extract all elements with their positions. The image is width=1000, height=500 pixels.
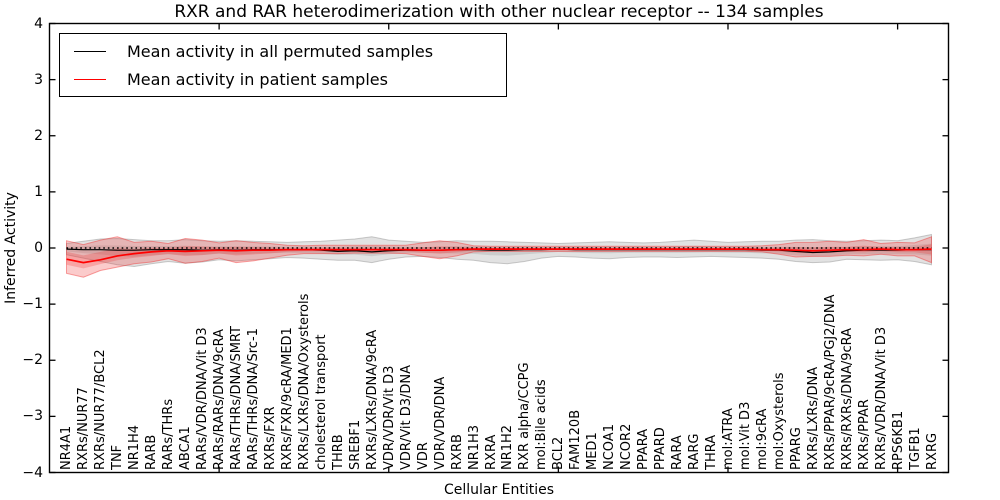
patient-band-outer	[66, 236, 932, 278]
legend: Mean activity in all permuted samples Me…	[59, 33, 507, 97]
patient-line-swatch	[74, 78, 106, 80]
x-tick-label: TNF	[110, 444, 126, 470]
y-tick-label: 3	[34, 71, 43, 88]
x-tick-label: NR1H2	[500, 424, 516, 470]
x-tick-label: RXRs/PPAR	[856, 399, 872, 470]
legend-item-permuted: Mean activity in all permuted samples	[60, 42, 506, 61]
x-tick-label: NR1H4	[127, 424, 143, 470]
x-tick-label: PPARD	[653, 427, 669, 470]
x-tick-label: RARs/VDR/DNA/Vit D3	[195, 327, 211, 470]
x-tick-label: VDR/VDR/DNA	[432, 376, 448, 470]
x-tick-label: FAM120B	[568, 409, 584, 470]
x-tick-label: ABCA1	[178, 426, 194, 470]
x-tick-label: RARs/THRs/DNA/SMRT	[229, 326, 245, 470]
x-tick-label: THRB	[330, 434, 346, 470]
y-tick-label: −3	[22, 408, 43, 425]
x-tick-label: RXRs/FXR	[263, 406, 278, 470]
x-tick-label: VDR/VDR/Vit D3	[381, 365, 397, 470]
x-tick-label: RXRs/FXR/9cRA/MED1	[279, 327, 295, 470]
x-tick-label: mol:Oxysterols	[771, 372, 787, 471]
y-tick-label: −1	[22, 296, 43, 313]
x-tick-label: RXRA	[483, 434, 499, 470]
x-tick-label: SREBF1	[347, 419, 363, 470]
y-tick-label: 4	[34, 15, 43, 32]
x-tick-label: RARG	[687, 433, 703, 470]
x-tick-label: RXRs/LXRs/DNA/9cRA	[364, 329, 380, 470]
x-tick-label: RXR alpha/CCPG	[517, 362, 533, 470]
x-tick-label: NCOR2	[619, 423, 635, 470]
x-tick-label: RXRs/VDR/DNA/Vit D3	[873, 326, 889, 470]
legend-label-patient: Mean activity in patient samples	[127, 69, 388, 89]
x-tick-label: VDR/Vit D3/DNA	[398, 364, 414, 470]
x-tick-label: PPARG	[788, 427, 804, 470]
x-tick-label: RXRG	[924, 432, 940, 470]
x-tick-label: mol:Bile acids	[534, 379, 550, 470]
x-tick-label: mol:9cRA	[754, 408, 770, 470]
y-tick-label: 1	[34, 183, 43, 200]
x-tick-label: RARB	[144, 434, 160, 470]
x-tick-label: TGFB1	[907, 427, 923, 470]
x-tick-label: NCOA1	[602, 424, 618, 470]
x-tick-label: RXRs/PPAR/9cRA/PGJ2/DNA	[822, 294, 838, 471]
y-tick-label: −4	[22, 464, 43, 481]
x-tick-label: VDR	[415, 442, 431, 470]
chart-title: RXR and RAR heterodimerization with othe…	[174, 2, 824, 22]
x-tick-label: RARs/RARs/DNA/9cRA	[212, 329, 228, 470]
permuted-line-swatch	[74, 50, 106, 52]
x-tick-label: RPS6KB1	[890, 410, 906, 470]
x-tick-label: RXRs/RXRs/DNA/9cRA	[839, 327, 855, 470]
patient-mean-line	[66, 248, 932, 264]
x-tick-label: RXRs/LXRs/DNA/Oxysterols	[296, 293, 312, 470]
x-tick-label: RARs/THRs	[161, 398, 177, 470]
x-tick-label: RXRs/NUR77/BCL2	[93, 349, 109, 470]
x-tick-label: NR4A1	[59, 425, 75, 470]
x-axis-label: Cellular Entities	[443, 482, 555, 498]
x-tick-label: NR1H3	[466, 424, 482, 470]
x-tick-label: RXRB	[449, 434, 465, 470]
confidence-bands	[66, 233, 932, 278]
x-tick-label: cholesterol transport	[313, 334, 329, 470]
x-tick-label: RXRs/LXRs/DNA	[805, 366, 821, 470]
x-tick-label: RXRs/NUR77	[76, 387, 92, 470]
x-tick-label: mol:ATRA	[720, 408, 736, 470]
x-tick-label: BCL2	[551, 436, 567, 470]
x-tick-label: MED1	[585, 432, 601, 470]
y-tick-label: 2	[34, 127, 43, 144]
plot-border	[48, 22, 950, 474]
y-tick-label: −2	[22, 352, 43, 369]
x-tick-label: RARs/THRs/DNA/Src-1	[246, 328, 262, 470]
x-tick-label: PPARA	[636, 428, 652, 470]
x-tick-label: THRA	[704, 434, 720, 470]
x-tick-label: mol:Vit D3	[737, 401, 753, 470]
y-tick-label: 0	[34, 240, 43, 256]
legend-label-permuted: Mean activity in all permuted samples	[127, 41, 434, 61]
legend-item-patient: Mean activity in patient samples	[60, 70, 506, 89]
x-tick-label: RARA	[670, 435, 686, 470]
